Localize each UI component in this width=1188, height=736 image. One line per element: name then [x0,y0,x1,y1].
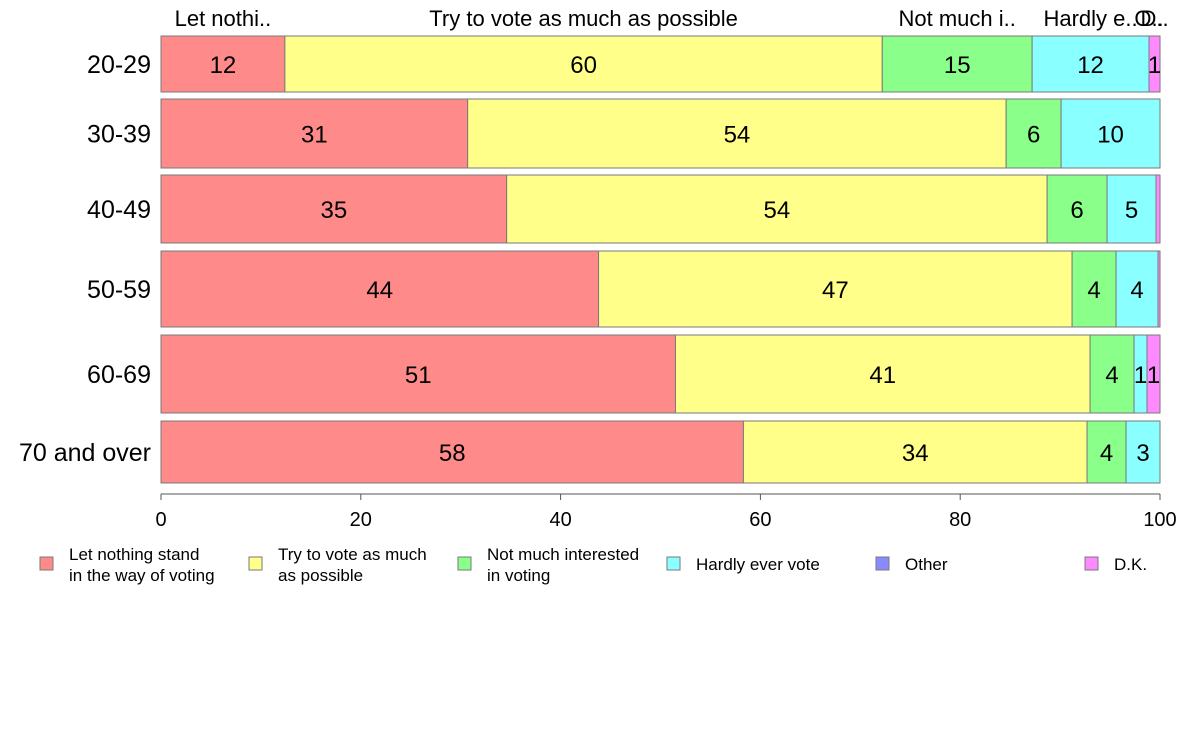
series-top-label: Try to vote as much as possible [429,6,738,31]
category-label: 30-39 [87,121,151,149]
bar-segment [1146,334,1161,414]
data-label: 34 [902,440,929,467]
data-label: 4 [1105,362,1118,389]
data-label: 54 [724,122,751,149]
legend-swatch [875,556,890,571]
data-label: 4 [1130,277,1143,304]
x-tick-label: 100 [1143,509,1176,531]
bar-segment [674,334,1091,414]
bar-segment [598,250,1073,328]
bar-segment [467,98,1007,169]
data-label: 12 [1077,52,1104,79]
legend-swatch [666,556,681,571]
data-label: 3 [1136,440,1149,467]
legend-label: Let nothing stand [69,545,199,564]
legend-swatch [248,556,263,571]
data-label: 1 [1147,362,1160,389]
series-top-label: D.. [1140,6,1168,31]
data-label: 4 [1100,440,1113,467]
data-label: 12 [210,52,237,79]
data-label: 44 [366,277,393,304]
series-top-label: Let nothi.. [175,6,272,31]
bar-segment [1086,420,1127,484]
bar-segment [506,174,1048,244]
legend-label: in voting [487,566,550,585]
legend-swatch [457,556,472,571]
x-tick-label: 80 [949,509,971,531]
legend-swatch [1084,556,1099,571]
data-label: 5 [1125,197,1138,224]
bar-segment [1005,98,1062,169]
x-tick-label: 40 [549,509,571,531]
x-tick-label: 20 [350,509,372,531]
bar-segment [160,98,469,169]
category-label: 40-49 [87,196,151,224]
legend-label: as possible [278,566,363,585]
bar-segment [1125,420,1161,484]
data-label: 1 [1134,362,1147,389]
series-top-label: O.. [1134,6,1163,31]
legend-label: in the way of voting [69,566,215,585]
bar-segment [160,334,676,414]
bar-segment [1089,334,1135,414]
bar-segment [1115,250,1159,328]
bar-segment [1155,174,1161,244]
x-tick-label: 60 [749,509,771,531]
data-label: 35 [320,197,347,224]
data-label: 10 [1097,122,1124,149]
legend-label: Hardly ever vote [696,555,820,574]
series-top-label: Hardly e.. [1043,6,1137,31]
bar-segment [742,420,1088,484]
series-top-label: Not much i.. [899,6,1016,31]
legend-label: Not much interested [487,545,639,564]
x-tick-label: 0 [155,509,166,531]
data-label: 31 [301,122,328,149]
bar-segment [160,174,508,244]
bar-segment [881,35,1033,93]
bar-segment [284,35,883,93]
bar-segment [1157,250,1161,328]
category-label: 70 and over [19,439,151,467]
data-label: 47 [822,277,849,304]
bar-segment [1031,35,1150,93]
category-label: 60-69 [87,361,151,389]
bar-segment [1148,35,1161,93]
legend-label: Try to vote as much [278,545,427,564]
data-label: 6 [1070,197,1083,224]
bar-segment [1060,98,1161,169]
data-label: 15 [944,52,971,79]
legend-label: D.K. [1114,555,1147,574]
data-label: 60 [570,52,597,79]
bar-segment [160,420,744,484]
data-label: 58 [439,440,466,467]
legend-label: Other [905,555,948,574]
data-label: 6 [1027,122,1040,149]
data-label: 54 [764,197,791,224]
data-label: 1 [1148,52,1161,79]
bar-segment [1046,174,1108,244]
data-label: 41 [869,362,896,389]
category-label: 20-29 [87,51,151,79]
data-label: 4 [1087,277,1100,304]
category-label: 50-59 [87,276,151,304]
legend-swatch [39,556,54,571]
data-label: 51 [405,362,432,389]
bar-segment [160,35,286,93]
bar-segment [1106,174,1157,244]
